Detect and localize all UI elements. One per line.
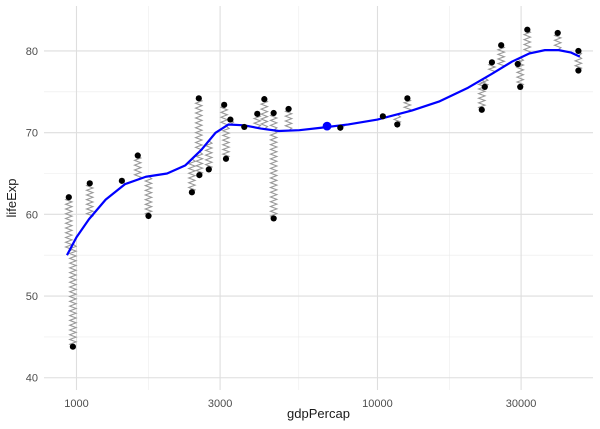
- data-point: [134, 152, 141, 159]
- data-point: [285, 105, 292, 113]
- x-tick-label: 3000: [208, 398, 232, 410]
- data-point: [221, 101, 228, 108]
- residual-spring: [402, 97, 413, 113]
- x-tick-labels: 1000 3000 10000 30000: [64, 398, 536, 410]
- residual-spring: [283, 108, 294, 132]
- residual-spring: [219, 104, 229, 128]
- data-point: [261, 96, 268, 103]
- data-points: [65, 26, 582, 350]
- data-point: [478, 106, 485, 113]
- data-point: [69, 343, 76, 350]
- highlight-layer: [322, 121, 332, 131]
- data-point: [337, 124, 344, 131]
- residual-spring: [259, 98, 270, 130]
- y-tick-label: 70: [26, 128, 38, 140]
- residual-spring: [194, 97, 204, 153]
- data-point: [514, 60, 521, 68]
- data-point: [118, 177, 125, 184]
- residual-spring: [194, 151, 205, 176]
- residual-spring: [496, 44, 507, 69]
- data-point: [498, 42, 505, 49]
- data-point: [524, 26, 531, 33]
- data-point: [222, 155, 230, 162]
- residual-spring: [143, 175, 154, 217]
- x-tick-label: 30000: [506, 398, 537, 410]
- major-gridlines: [44, 6, 593, 390]
- data-point: [65, 194, 72, 201]
- data-point: [227, 116, 234, 123]
- data-point: [379, 113, 386, 120]
- y-tick-label: 50: [26, 291, 38, 303]
- residual-spring: [522, 29, 533, 55]
- data-point: [241, 123, 248, 131]
- residual-spring: [476, 79, 487, 111]
- data-point: [86, 180, 93, 187]
- y-tick-label: 60: [26, 209, 38, 221]
- data-point: [481, 83, 488, 90]
- data-point: [254, 110, 261, 117]
- x-tick-label: 10000: [362, 398, 393, 410]
- highlight-point: [322, 121, 332, 131]
- data-point: [196, 172, 203, 179]
- data-point: [575, 67, 582, 74]
- residual-spring: [187, 158, 197, 193]
- minor-gridlines: [44, 6, 593, 390]
- data-point: [205, 166, 212, 173]
- residual-spring: [221, 125, 231, 160]
- data-point: [488, 59, 496, 66]
- data-point: [404, 95, 411, 102]
- x-axis-title: gdpPercap: [287, 406, 350, 421]
- data-point: [517, 83, 524, 90]
- data-point: [270, 109, 277, 117]
- residual-springs: [64, 29, 584, 348]
- x-tick-label: 1000: [64, 398, 88, 410]
- residual-spring: [573, 55, 584, 71]
- residual-spring: [68, 243, 78, 348]
- y-tick-labels: 40 50 60 70 80: [26, 46, 38, 385]
- data-point: [188, 189, 195, 196]
- trend-layer: [66, 49, 581, 256]
- y-tick-label: 40: [26, 373, 38, 385]
- data-point: [145, 212, 152, 220]
- residual-spring: [552, 32, 563, 51]
- residual-spring: [268, 129, 279, 219]
- data-point: [270, 215, 277, 222]
- residual-spring: [268, 112, 279, 131]
- residual-spring: [84, 182, 95, 219]
- data-point: [575, 47, 582, 55]
- y-tick-label: 80: [26, 46, 38, 58]
- y-axis-title: lifeExp: [4, 178, 19, 217]
- data-point: [195, 95, 202, 102]
- data-point: [554, 29, 561, 37]
- residual-spring: [252, 113, 263, 129]
- data-point: [394, 121, 401, 128]
- residual-spring: [64, 196, 74, 253]
- trend-line: [66, 49, 581, 256]
- residual-spring: [132, 155, 143, 181]
